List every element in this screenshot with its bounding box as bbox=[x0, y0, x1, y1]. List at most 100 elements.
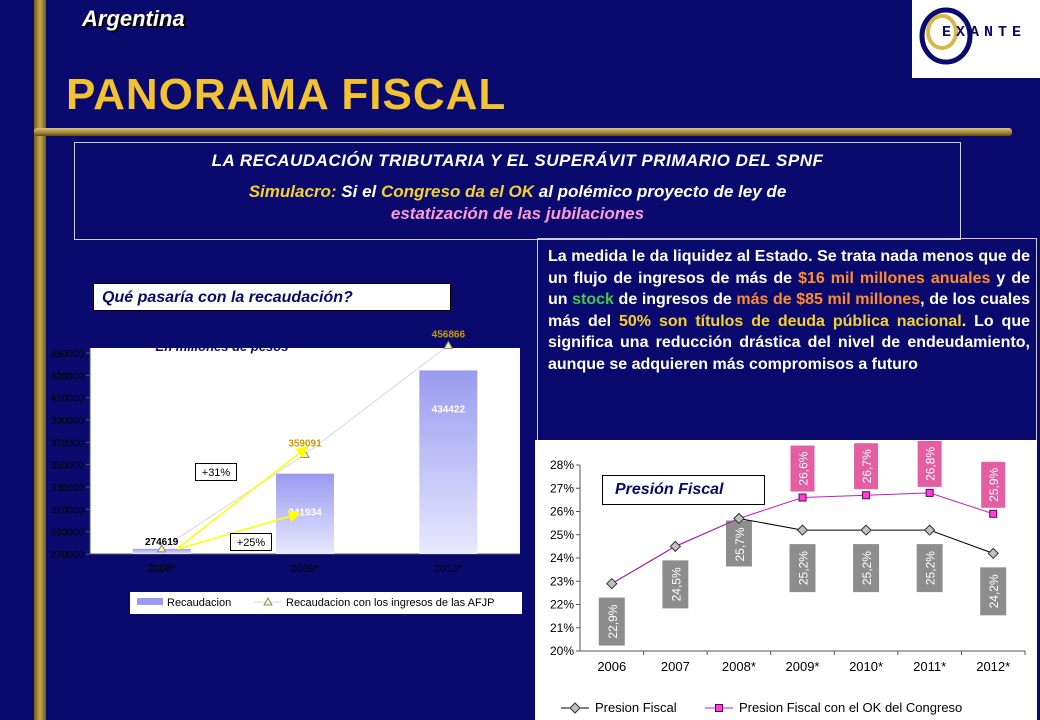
ok-point bbox=[798, 493, 807, 502]
legend-revenue-label: Recaudacion bbox=[167, 597, 231, 609]
x-tick-label: 2006 bbox=[597, 659, 626, 674]
pressure-data-label: 24,2% bbox=[987, 574, 1001, 608]
simulacro-label: Simulacro: bbox=[248, 182, 337, 201]
legend-ok-marker bbox=[715, 704, 723, 712]
pressure-data-label: 25,7% bbox=[733, 527, 747, 561]
headline-subtitle: Simulacro: Si el Congreso da el OK al po… bbox=[75, 181, 960, 225]
legend-line-marker bbox=[263, 596, 273, 606]
revenue-bar bbox=[419, 370, 478, 554]
note-box: La medida le da liquidez al Estado. Se t… bbox=[537, 238, 1037, 451]
y-tick-label: 20% bbox=[550, 644, 574, 658]
pressure-data-label: 25,2% bbox=[797, 551, 811, 585]
logo-swoosh-icon bbox=[919, 7, 973, 65]
ok-value-box bbox=[790, 445, 815, 492]
pressure-point bbox=[923, 524, 936, 536]
y-tick-label: 370000 bbox=[51, 438, 85, 449]
pressure-value-box bbox=[725, 520, 752, 567]
pressure-point bbox=[987, 547, 999, 560]
revenue-data-label: 341934 bbox=[288, 508, 322, 519]
ok-value-box bbox=[917, 440, 942, 487]
pressure-point bbox=[860, 524, 872, 536]
revenue-chart: En millones de pesos 270000 290000 310000 33… bbox=[51, 329, 522, 614]
legend-afjp-label: Recaudacion con los ingresos de las AFJP bbox=[286, 597, 495, 609]
ok-point bbox=[989, 509, 998, 518]
y-tick-label: 22% bbox=[550, 598, 574, 612]
x-tick-label: 2010* bbox=[434, 563, 463, 575]
pressure-point bbox=[733, 512, 745, 525]
y-tick-label: 450000 bbox=[51, 349, 85, 360]
pressure-point bbox=[606, 577, 618, 590]
note-text-5: . Lo que significa una reducción drástic… bbox=[548, 312, 1031, 373]
y-tick-label: 430000 bbox=[51, 371, 85, 382]
legend-background bbox=[130, 592, 522, 614]
y-tick-label: 23% bbox=[550, 574, 574, 588]
decorative-vertical-bar bbox=[34, 0, 46, 720]
growth-annotation-25: +25% bbox=[230, 533, 272, 551]
ok-data-label: 26,6% bbox=[797, 451, 811, 485]
exante-logo: EXANTE bbox=[912, 0, 1040, 78]
y-tick-label: 28% bbox=[550, 458, 574, 472]
pressure-data-label: 25,2% bbox=[860, 551, 874, 585]
note-amount-highlight: más de $85 mil millones bbox=[736, 291, 921, 308]
pressure-data-label: 24,5% bbox=[669, 567, 683, 601]
subtitle-text-2: al polémico proyecto de ley de bbox=[534, 182, 787, 201]
x-tick-label: 2009* bbox=[786, 659, 820, 674]
note-text-3: de ingresos de bbox=[613, 291, 737, 308]
pressure-value-box bbox=[662, 560, 689, 609]
logo-text: EXANTE bbox=[942, 24, 1027, 41]
afjp-point bbox=[156, 543, 167, 553]
note-text-4: , de los cuales más del bbox=[548, 291, 1031, 330]
page-title: PANORAMA FISCAL bbox=[66, 70, 507, 119]
y-tick-label: 21% bbox=[550, 621, 574, 635]
x-tick-label: 2012* bbox=[976, 659, 1010, 674]
y-tick-label: 310000 bbox=[51, 505, 85, 516]
y-tick-label: 410000 bbox=[51, 394, 85, 405]
chart-units-note: En millones de pesos bbox=[156, 339, 289, 354]
afjp-data-label: 456866 bbox=[432, 329, 466, 340]
growth-annotation-31: +31% bbox=[195, 463, 237, 481]
pressure-value-box bbox=[853, 544, 880, 593]
pressure-data-label: 25,2% bbox=[924, 551, 938, 585]
note-flow-highlight: $16 mil millones anuales bbox=[798, 269, 991, 287]
ok-data-label: 25,9% bbox=[987, 467, 1001, 501]
x-tick-label: 2007 bbox=[661, 659, 690, 674]
pressure-value-box bbox=[916, 544, 943, 593]
legend-bar-swatch bbox=[137, 598, 163, 605]
pressure-chart: 20% 21% 22% 23% 24% 25% 26% 27% 28% 2006 2007 2008*… bbox=[550, 440, 1026, 715]
legend-pressure-marker bbox=[569, 702, 581, 714]
estatizacion-text: estatización de las jubilaciones bbox=[390, 204, 645, 223]
ok-point bbox=[862, 491, 871, 500]
note-stock-highlight: stock bbox=[572, 291, 614, 308]
note-text-1: La medida le da liquidez al Estado. Se t… bbox=[548, 248, 1030, 287]
y-tick-label: 270000 bbox=[51, 550, 85, 561]
x-tick-label: 2008* bbox=[722, 659, 756, 674]
subtitle-text-1: Si el bbox=[336, 182, 381, 201]
headline-box: LA RECAUDACIÓN TRIBUTARIA Y EL SUPERÁVIT… bbox=[74, 142, 961, 240]
legend-ok-label: Presion Fiscal con el OK del Congreso bbox=[739, 700, 962, 715]
pressure-point bbox=[669, 540, 682, 553]
x-tick-label: 2011* bbox=[913, 659, 946, 674]
pressure-data-label: 22,9% bbox=[606, 604, 620, 638]
x-tick-label: 2008* bbox=[147, 563, 176, 575]
pressure-value-box bbox=[980, 567, 1007, 616]
revenue-data-label: 434422 bbox=[432, 404, 466, 415]
y-tick-label: 330000 bbox=[51, 483, 85, 494]
note-text-2: y de un bbox=[548, 269, 1031, 309]
y-tick-label: 24% bbox=[550, 551, 574, 565]
x-tick-label: 2010* bbox=[849, 659, 883, 674]
ok-data-label: 26,7% bbox=[860, 449, 874, 483]
pressure-value-box bbox=[598, 597, 625, 646]
y-tick-label: 350000 bbox=[51, 461, 85, 472]
note-debt-highlight: 50% son títulos de deuda pública naciona… bbox=[619, 312, 962, 330]
congreso-ok-text: Congreso da el OK bbox=[381, 182, 535, 201]
decorative-horizontal-bar bbox=[34, 128, 1012, 136]
country-label: Argentina bbox=[82, 6, 185, 31]
legend-pressure-label: Presion Fiscal bbox=[595, 700, 677, 715]
y-tick-label: 26% bbox=[550, 505, 574, 519]
ok-value-box bbox=[854, 443, 879, 490]
afjp-data-label: 359091 bbox=[288, 439, 322, 450]
y-tick-label: 390000 bbox=[51, 416, 85, 427]
afjp-point bbox=[443, 340, 454, 349]
ok-point bbox=[925, 488, 934, 497]
question-label: Qué pasaría con la recaudación? bbox=[93, 283, 451, 311]
